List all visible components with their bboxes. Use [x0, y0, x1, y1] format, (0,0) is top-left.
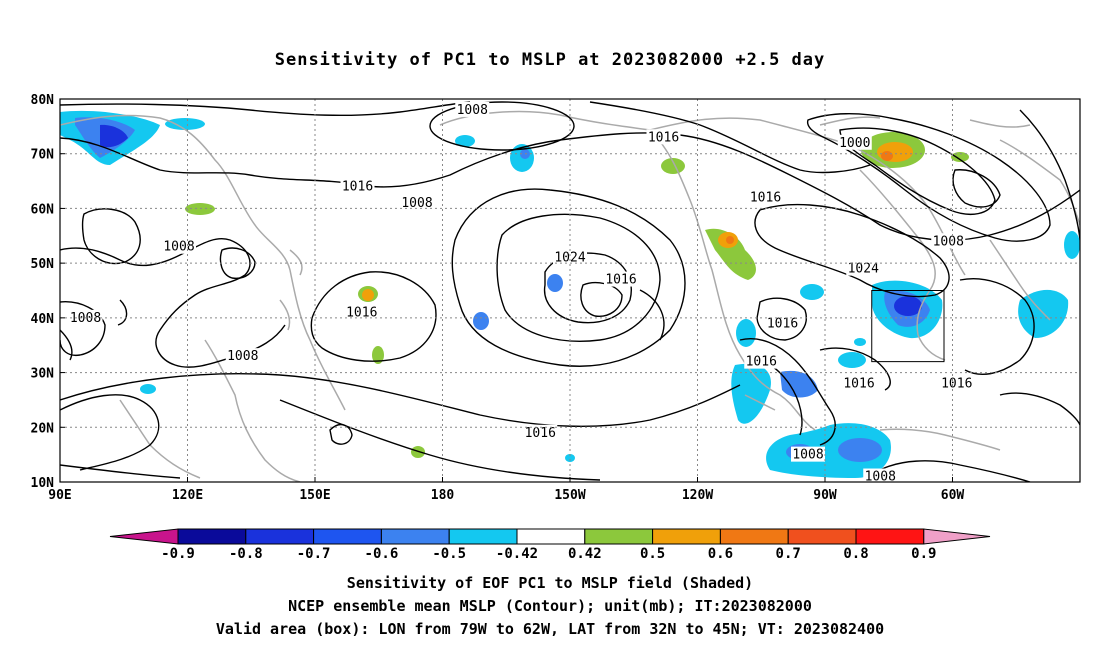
- lon-label: 90W: [813, 488, 837, 503]
- colorbar-label: -0.9: [161, 546, 195, 562]
- contour-label-bg: [791, 446, 825, 462]
- lon-label: 90E: [48, 488, 71, 503]
- map-grid: [60, 99, 1080, 482]
- contour-label: 1024: [554, 251, 585, 266]
- colorbar-label: -0.7: [297, 546, 331, 562]
- colorbar-swatch: [584, 528, 654, 545]
- contour-label-bg: [646, 129, 681, 145]
- contour-label: 1008: [163, 240, 194, 255]
- contour-label-bg: [846, 260, 881, 276]
- contour-label-bg: [842, 375, 876, 391]
- contour-label: 1016: [525, 426, 556, 441]
- contour-label: 1008: [401, 196, 432, 211]
- caption-line-1: Sensitivity of EOF PC1 to MSLP field (Sh…: [346, 574, 754, 592]
- contour-label-bg: [340, 178, 375, 194]
- colorbar-swatch: [787, 528, 857, 545]
- colorbar-swatch: [652, 528, 721, 545]
- map-title: Sensitivity of PC1 to MSLP at 2023082000…: [274, 50, 826, 70]
- colorbar-label: 0.5: [640, 546, 665, 562]
- contour-label: 1016: [941, 377, 972, 392]
- lon-label: 150E: [299, 488, 330, 503]
- contour-label: 1016: [750, 190, 781, 205]
- caption-line-2: NCEP ensemble mean MSLP (Contour); unit(…: [288, 597, 812, 615]
- lat-label: 40N: [31, 312, 55, 327]
- contour-label: 1008: [933, 234, 964, 249]
- longitude-labels: 90E 120E 150E 180 150W 120W 90W 60W: [48, 477, 964, 503]
- colorbar-label: 0.8: [843, 546, 868, 562]
- mslp-contours: [60, 101, 1080, 482]
- coastlines: [60, 110, 1080, 482]
- colorbar-label: -0.8: [229, 546, 263, 562]
- contour-label-bg: [765, 315, 800, 331]
- colorbar-label: 0.6: [708, 546, 733, 562]
- colorbar-swatch: [245, 528, 315, 545]
- lat-label: 50N: [31, 257, 55, 272]
- colorbar-swatch: [177, 528, 247, 545]
- contour-label: 1016: [746, 355, 777, 370]
- contour-label: 1016: [767, 316, 798, 331]
- lat-label: 30N: [31, 367, 55, 382]
- contour-label-bg: [225, 348, 260, 364]
- lon-label: 120W: [682, 488, 713, 503]
- latitude-labels: 80N 70N 60N 50N 40N 30N 20N 10N: [31, 93, 65, 491]
- caption-line-3: Valid area (box): LON from 79W to 62W, L…: [215, 620, 885, 638]
- contour-label: 1000: [839, 136, 870, 151]
- contour-label: 1008: [457, 103, 488, 118]
- contour-label: 1008: [792, 448, 823, 463]
- colorbar: -0.9 -0.8 -0.7 -0.6 -0.5 -0.42 0.42 0.5 0.6 0.7 0.…: [109, 528, 991, 562]
- contour-label-bg: [604, 271, 638, 287]
- lon-label: 60W: [941, 488, 965, 503]
- contour-label: 1016: [843, 377, 874, 392]
- contour-label-bg: [400, 194, 434, 210]
- contour-label: 1016: [605, 273, 636, 288]
- contour-label-bg: [344, 304, 379, 320]
- lat-label: 10N: [31, 476, 55, 491]
- colorbar-label: -0.5: [432, 546, 466, 562]
- contour-label-bg: [939, 375, 974, 391]
- contour-label-bg: [744, 353, 779, 369]
- contour-label: 1016: [648, 130, 679, 145]
- contour-label-bg: [837, 134, 872, 150]
- lat-label: 60N: [31, 202, 55, 217]
- contour-label: 1008: [227, 349, 258, 364]
- valid-area-box: [871, 290, 945, 363]
- contour-label-bg: [553, 249, 587, 265]
- contour-label: 1008: [865, 470, 896, 485]
- colorbar-label: -0.6: [365, 546, 399, 562]
- colorbar-swatch: [313, 528, 382, 545]
- lat-label: 70N: [31, 148, 55, 163]
- lon-label: 180: [431, 488, 455, 503]
- colorbar-label: -0.42: [496, 546, 538, 562]
- contour-label: 1016: [342, 180, 373, 195]
- contour-label: 1024: [848, 262, 879, 277]
- map-area: 1008 1016 1016 1008 1008 1024 1016 1016 1008 1008…: [60, 101, 1080, 485]
- contour-label-bg: [931, 233, 966, 249]
- colorbar-swatch: [516, 528, 586, 545]
- colorbar-swatch: [448, 528, 518, 545]
- colorbar-label: 0.42: [568, 546, 602, 562]
- colorbar-high-extend: [923, 528, 991, 545]
- lon-label: 120E: [172, 488, 203, 503]
- lat-label: 20N: [31, 421, 55, 436]
- colorbar-label: 0.7: [776, 546, 801, 562]
- colorbar-label: 0.9: [911, 546, 936, 562]
- colorbar-swatch: [855, 528, 925, 545]
- contour-label-bg: [523, 424, 558, 440]
- lon-label: 150W: [554, 488, 585, 503]
- contour-label-bg: [863, 468, 898, 482]
- colorbar-swatch: [380, 528, 450, 545]
- lat-label: 80N: [31, 93, 55, 108]
- contour-label-bg: [748, 189, 783, 205]
- contour-label-bg: [455, 101, 490, 117]
- colorbar-low-extend: [109, 528, 179, 545]
- contour-labels: 1008 1016 1016 1008 1008 1024 1016 1016 1008 1008…: [68, 101, 974, 485]
- colorbar-swatch: [719, 528, 789, 545]
- contour-label: 1016: [346, 305, 377, 320]
